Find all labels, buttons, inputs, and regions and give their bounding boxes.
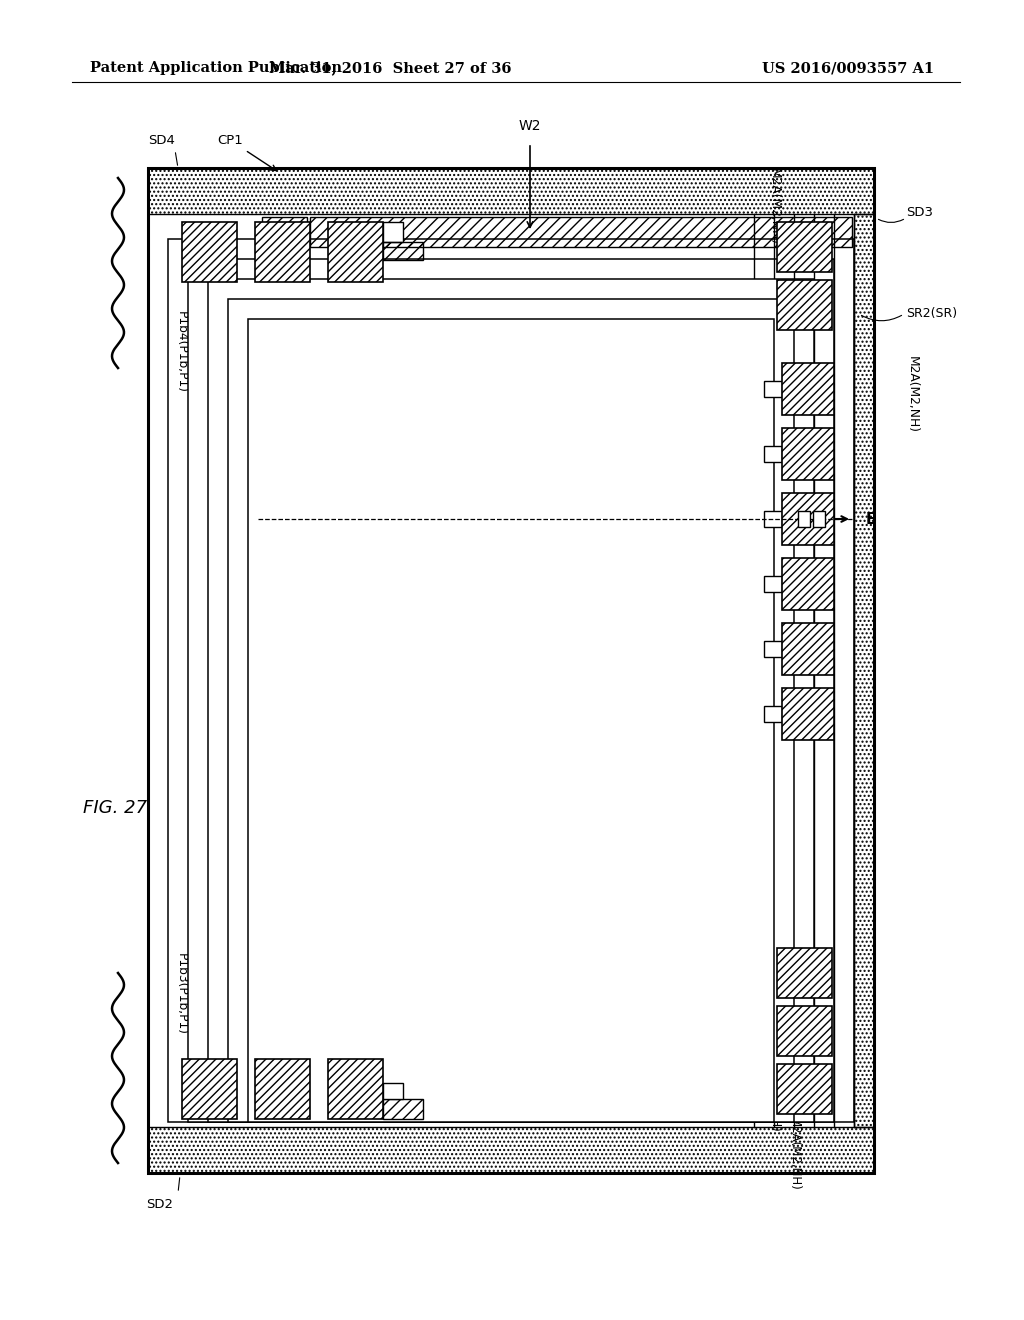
Text: E: E bbox=[232, 511, 243, 527]
Text: SR2(SR): SR2(SR) bbox=[906, 308, 957, 321]
Bar bbox=[782, 363, 834, 414]
Bar bbox=[782, 688, 834, 741]
Text: US 2016/0093557 A1: US 2016/0093557 A1 bbox=[762, 61, 934, 75]
Text: M2A(M2,NH): M2A(M2,NH) bbox=[768, 1059, 780, 1133]
Bar bbox=[328, 222, 383, 282]
Bar bbox=[782, 623, 834, 675]
Bar bbox=[188, 259, 834, 1122]
Text: P1a1(P1a,P1): P1a1(P1a,P1) bbox=[757, 730, 769, 808]
Bar bbox=[255, 1059, 310, 1119]
Bar bbox=[782, 492, 834, 545]
Bar bbox=[310, 216, 852, 247]
Bar bbox=[777, 948, 831, 998]
Bar bbox=[182, 1059, 237, 1119]
Bar bbox=[764, 642, 782, 657]
Bar bbox=[777, 280, 831, 330]
Bar bbox=[168, 239, 854, 1122]
Text: P1a3(P1a,P1): P1a3(P1a,P1) bbox=[757, 599, 769, 678]
Bar bbox=[777, 1006, 831, 1056]
Bar bbox=[262, 216, 307, 247]
Text: M2A(M2,NH): M2A(M2,NH) bbox=[768, 169, 780, 246]
Bar bbox=[777, 222, 831, 272]
Text: M2A(M2,NH): M2A(M2,NH) bbox=[787, 227, 801, 304]
Bar bbox=[383, 242, 423, 260]
Bar bbox=[764, 381, 782, 397]
Bar bbox=[798, 511, 810, 527]
Text: P1a5(P1a,P1): P1a5(P1a,P1) bbox=[757, 470, 769, 548]
Text: E: E bbox=[866, 511, 877, 527]
Text: P1b1(P1b,P1): P1b1(P1b,P1) bbox=[360, 894, 374, 975]
Bar bbox=[255, 222, 310, 282]
Text: P1b5(P1b,P1): P1b5(P1b,P1) bbox=[267, 341, 281, 424]
Bar bbox=[764, 446, 782, 462]
Bar bbox=[782, 428, 834, 480]
Bar bbox=[777, 1064, 831, 1114]
Text: P1a6(P1a,P1): P1a6(P1a,P1) bbox=[741, 405, 755, 483]
Text: M2A(M2,NH): M2A(M2,NH) bbox=[787, 1117, 801, 1191]
Bar bbox=[248, 319, 774, 1122]
Bar bbox=[228, 300, 794, 1122]
Text: P1a4(P1a,P1): P1a4(P1a,P1) bbox=[741, 535, 755, 614]
Text: CP1: CP1 bbox=[217, 133, 243, 147]
Text: P1b4(P1b,P1): P1b4(P1b,P1) bbox=[174, 312, 187, 393]
Text: SD3: SD3 bbox=[906, 206, 933, 219]
Text: W2: W2 bbox=[519, 119, 542, 133]
Bar bbox=[208, 279, 814, 1122]
Bar bbox=[764, 511, 782, 527]
Bar bbox=[854, 214, 874, 1127]
Text: Patent Application Publication: Patent Application Publication bbox=[90, 61, 342, 75]
Bar bbox=[813, 511, 825, 527]
Text: Mar. 31, 2016  Sheet 27 of 36: Mar. 31, 2016 Sheet 27 of 36 bbox=[268, 61, 511, 75]
Bar bbox=[148, 1127, 874, 1173]
Text: FIG. 27: FIG. 27 bbox=[83, 799, 147, 817]
Text: SD2: SD2 bbox=[146, 1199, 173, 1212]
Bar bbox=[383, 1082, 403, 1100]
Text: M2A(M2,NH): M2A(M2,NH) bbox=[906, 355, 919, 433]
Bar bbox=[148, 168, 874, 1173]
Text: P1b2(P1b,P1): P1b2(P1b,P1) bbox=[265, 923, 279, 1005]
Bar bbox=[782, 558, 834, 610]
Bar bbox=[262, 247, 274, 269]
Bar bbox=[328, 1059, 383, 1119]
Text: P1a2(P1a,P1): P1a2(P1a,P1) bbox=[741, 665, 755, 743]
Bar bbox=[383, 1100, 423, 1119]
Bar bbox=[764, 576, 782, 591]
Text: SD4: SD4 bbox=[148, 133, 175, 147]
Text: P1b3(P1b,P1): P1b3(P1b,P1) bbox=[174, 953, 187, 1035]
Bar bbox=[182, 222, 237, 282]
Bar bbox=[764, 706, 782, 722]
Bar bbox=[148, 168, 874, 214]
Text: M2A(M2,NH): M2A(M2,NH) bbox=[748, 1001, 761, 1074]
Text: P1b6(P1b,P1): P1b6(P1b,P1) bbox=[358, 379, 372, 461]
Bar bbox=[383, 222, 403, 242]
